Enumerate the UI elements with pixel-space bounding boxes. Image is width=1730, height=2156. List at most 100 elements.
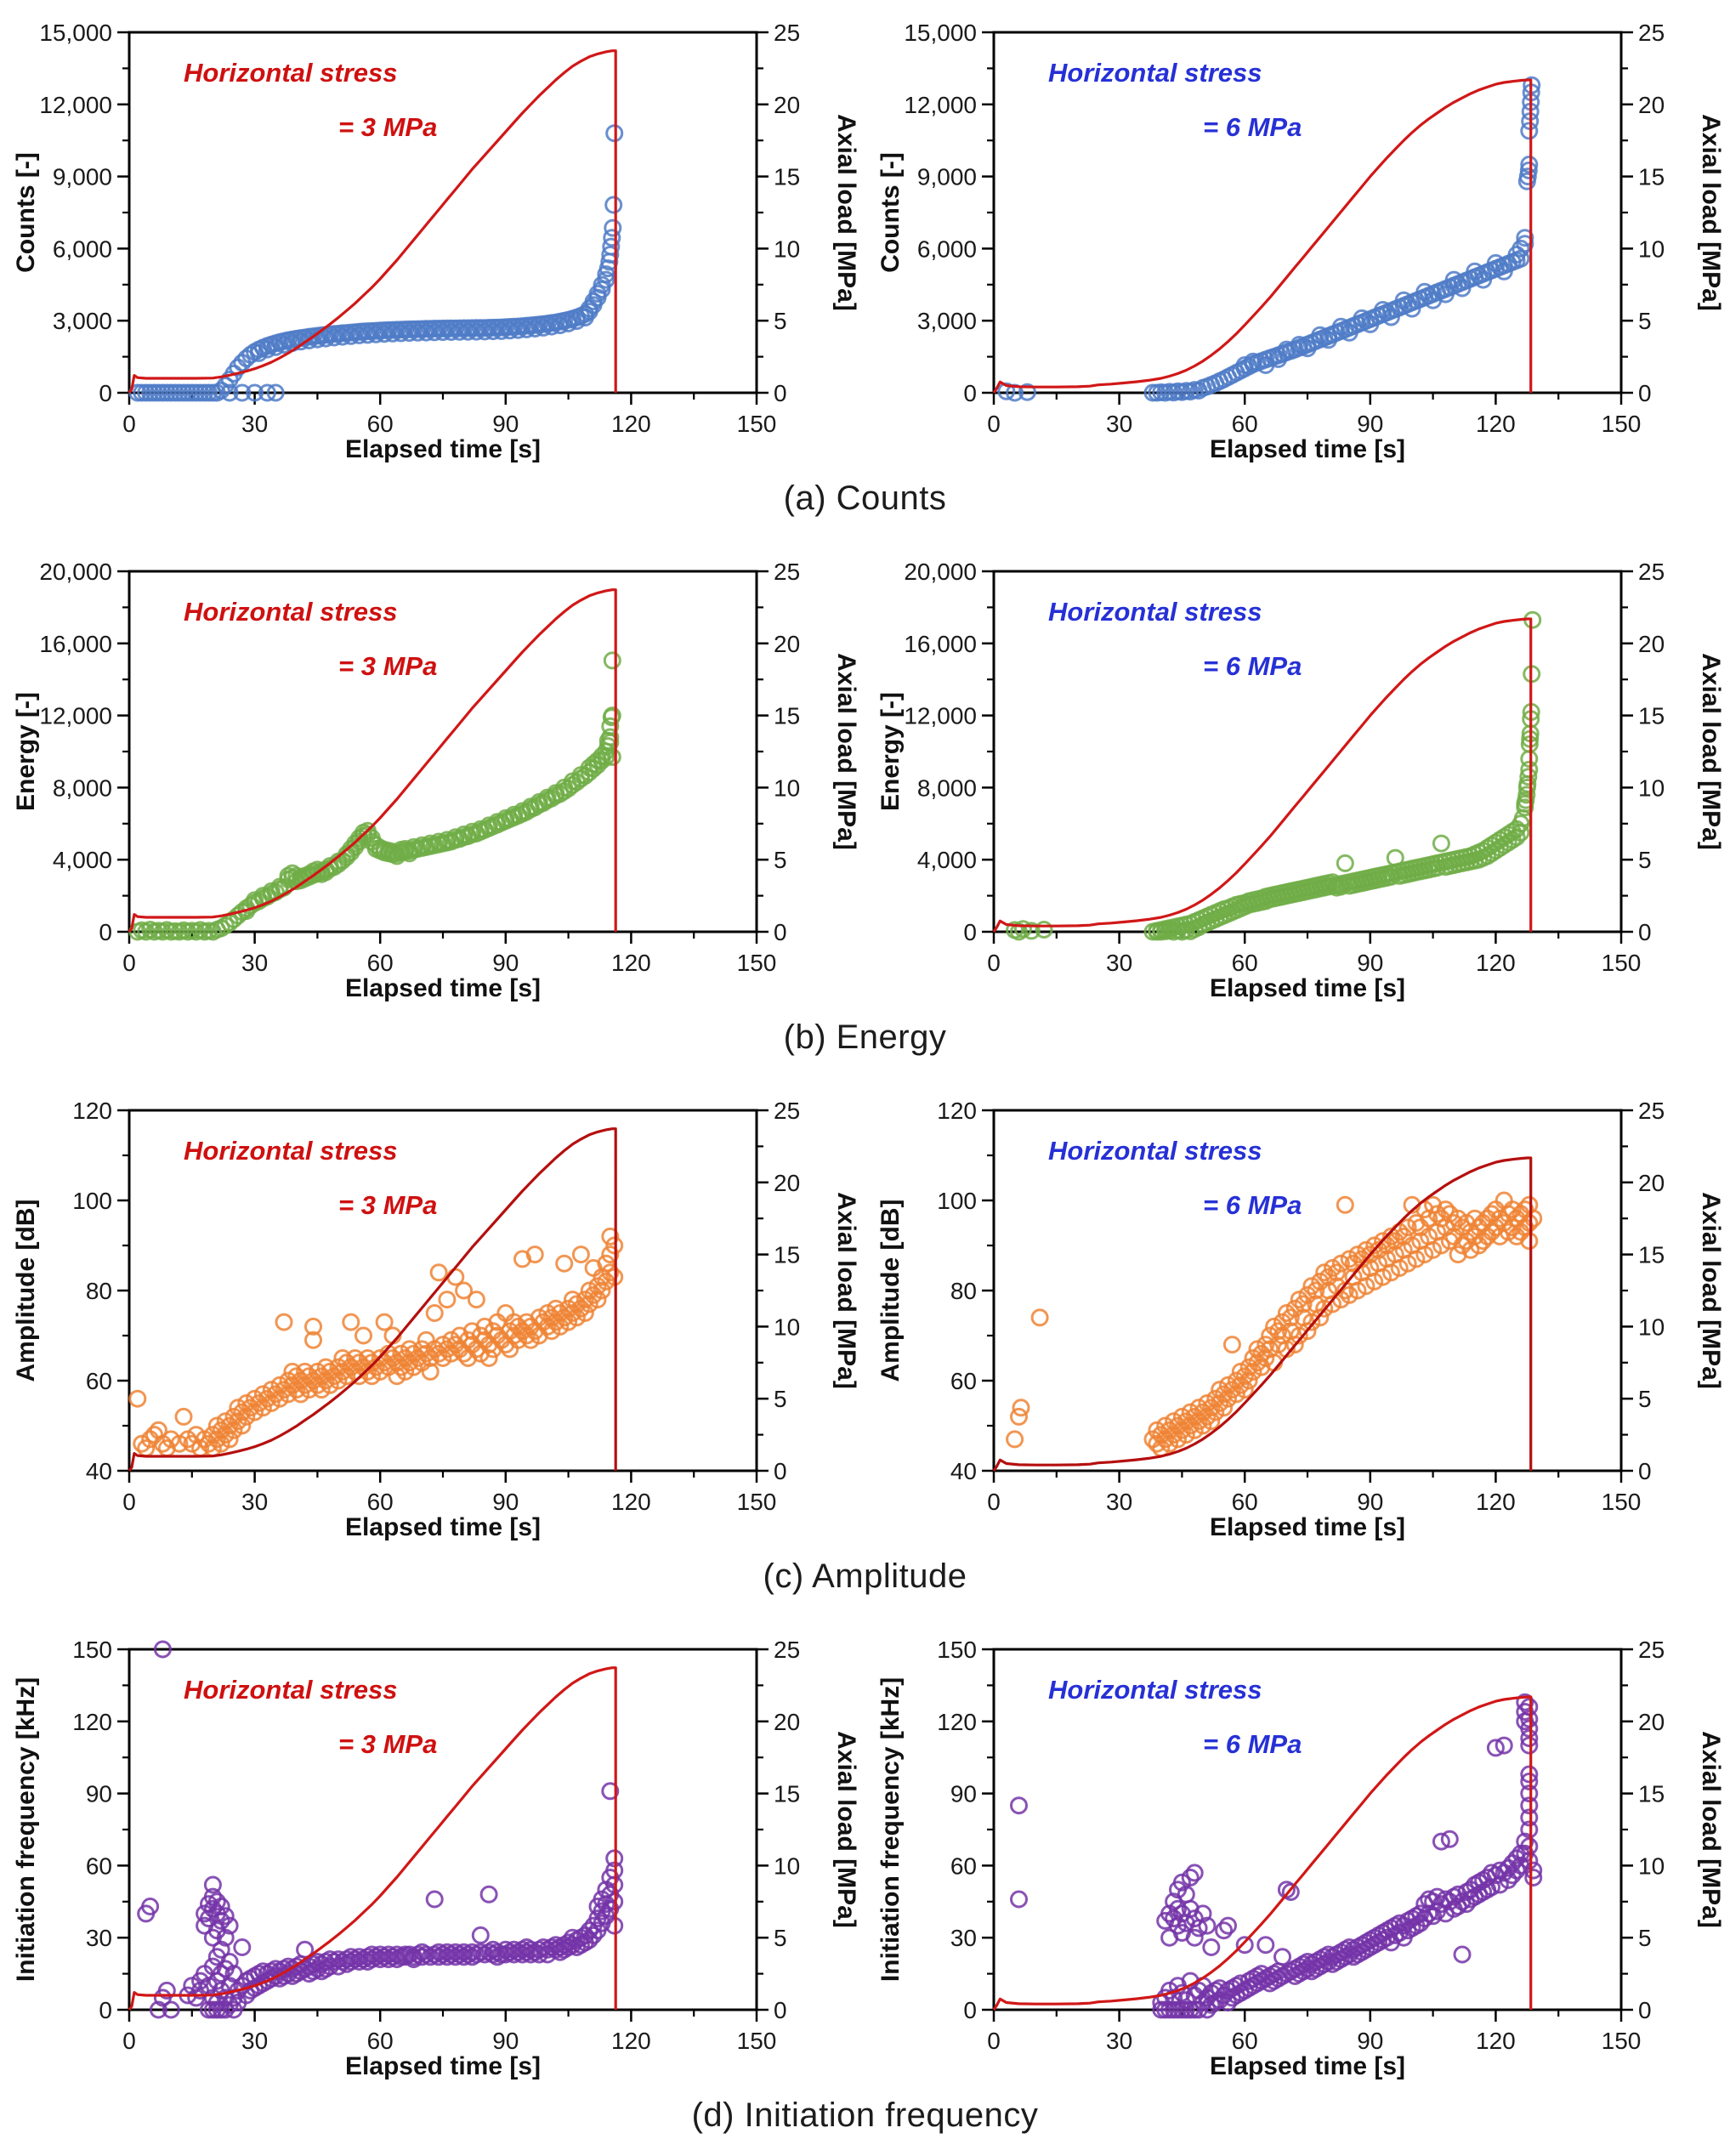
- y2-axis-label: Axial load [MPa]: [832, 1192, 860, 1389]
- initiation-6mpa-scatter: [1010, 1693, 1543, 2019]
- svg-text:10: 10: [774, 1313, 800, 1340]
- svg-text:0: 0: [1638, 1458, 1652, 1484]
- svg-text:40: 40: [950, 1458, 977, 1484]
- svg-text:5: 5: [1638, 1925, 1652, 1951]
- svg-text:90: 90: [1357, 1489, 1383, 1515]
- y-axis-label: Counts [-]: [876, 152, 905, 273]
- axis-ticks: [117, 1648, 769, 2022]
- svg-text:120: 120: [1476, 411, 1516, 437]
- svg-text:30: 30: [241, 950, 268, 976]
- panel-amplitude-6mpa: 0 30 60 90 120 150 40 60 80 100 120 0 5 10 15 20 25 Horiz…: [865, 1078, 1729, 1554]
- svg-text:10: 10: [1638, 774, 1665, 801]
- svg-text:90: 90: [1357, 2028, 1383, 2054]
- initiation-3mpa-axial-load-line: [128, 1666, 617, 2011]
- svg-text:5: 5: [1638, 308, 1652, 334]
- svg-text:60: 60: [1232, 2028, 1258, 2054]
- x-axis-label: Elapsed time [s]: [1210, 974, 1405, 1002]
- annotation-line1: Horizontal stress: [1048, 58, 1262, 88]
- svg-text:8,000: 8,000: [53, 774, 112, 801]
- svg-text:25: 25: [774, 559, 800, 585]
- counts-3mpa-scatter: [128, 124, 624, 402]
- svg-text:25: 25: [1638, 20, 1665, 46]
- svg-text:10: 10: [1638, 1313, 1665, 1340]
- svg-text:60: 60: [367, 950, 394, 976]
- y2-axis-label: Axial load [MPa]: [1697, 1731, 1725, 1928]
- svg-text:0: 0: [774, 380, 787, 406]
- svg-text:120: 120: [611, 1489, 651, 1515]
- svg-text:120: 120: [611, 950, 651, 976]
- svg-text:20: 20: [774, 92, 800, 118]
- svg-text:90: 90: [492, 950, 519, 976]
- initiation-6mpa-chart: 0 30 60 90 120 150 0 30 60 90 120 150 0 5 10 15 20 25 Hori…: [876, 1637, 1725, 2080]
- row-initiation: 0 30 60 90 120 150 0 30 60 90 120 150 0 5 10 15 20 25 Hori…: [0, 1617, 1730, 2156]
- svg-text:150: 150: [1602, 950, 1642, 976]
- svg-text:15: 15: [774, 1242, 800, 1268]
- svg-text:0: 0: [1638, 1997, 1652, 2023]
- svg-text:150: 150: [737, 1489, 777, 1515]
- tick-labels: 0 30 60 90 120 150 40 60 80 100 120 0 5 10 15 20 25: [72, 1098, 800, 1515]
- x-axis-label: Elapsed time [s]: [1210, 435, 1405, 463]
- y2-axis-label: Axial load [MPa]: [832, 114, 860, 311]
- svg-text:12,000: 12,000: [39, 92, 112, 118]
- amplitude-6mpa-scatter: [1006, 1191, 1543, 1457]
- y2-axis-label: Axial load [MPa]: [1697, 653, 1725, 850]
- y-axis-label: Amplitude [dB]: [12, 1200, 40, 1382]
- svg-text:5: 5: [1638, 1386, 1652, 1412]
- svg-text:0: 0: [963, 380, 977, 406]
- x-axis-label: Elapsed time [s]: [1210, 1513, 1405, 1541]
- tick-labels: 0 30 60 90 120 15003,0006,0009,00012,00015,00…: [39, 20, 800, 437]
- svg-text:30: 30: [241, 1489, 268, 1515]
- svg-text:150: 150: [72, 1637, 112, 1663]
- svg-text:60: 60: [1232, 950, 1258, 976]
- svg-text:20: 20: [1638, 631, 1665, 657]
- svg-text:12,000: 12,000: [904, 92, 977, 118]
- svg-text:30: 30: [1106, 950, 1132, 976]
- svg-text:60: 60: [86, 1368, 112, 1394]
- svg-text:150: 150: [737, 2028, 777, 2054]
- svg-text:60: 60: [367, 2028, 394, 2054]
- svg-text:0: 0: [122, 411, 136, 437]
- caption-c: (c) Amplitude: [763, 1557, 967, 1595]
- initiation-6mpa-axial-load-line: [992, 1695, 1533, 2011]
- svg-text:12,000: 12,000: [39, 703, 112, 729]
- svg-text:20,000: 20,000: [904, 559, 977, 585]
- svg-text:15: 15: [1638, 1781, 1665, 1807]
- svg-text:20: 20: [1638, 1170, 1665, 1196]
- svg-text:0: 0: [774, 919, 787, 945]
- svg-text:0: 0: [963, 919, 977, 945]
- y-axis-label: Energy [-]: [12, 692, 40, 811]
- amplitude-3mpa-scatter: [128, 1227, 624, 1457]
- svg-text:30: 30: [86, 1925, 112, 1951]
- axis-ticks: [117, 31, 769, 405]
- energy-3mpa-scatter: [128, 651, 621, 941]
- svg-text:120: 120: [937, 1709, 977, 1735]
- annotation-line1: Horizontal stress: [184, 1136, 398, 1166]
- panel-amplitude-3mpa: 0 30 60 90 120 150 40 60 80 100 120 0 5 10 15 20 25 Horiz…: [0, 1078, 865, 1554]
- svg-text:8,000: 8,000: [917, 774, 977, 801]
- svg-text:90: 90: [492, 2028, 519, 2054]
- annotation-line1: Horizontal stress: [184, 58, 398, 88]
- svg-text:20: 20: [774, 1170, 800, 1196]
- svg-text:90: 90: [1357, 950, 1383, 976]
- svg-text:60: 60: [86, 1852, 112, 1879]
- svg-text:90: 90: [1357, 411, 1383, 437]
- amplitude-3mpa-chart: 0 30 60 90 120 150 40 60 80 100 120 0 5 10 15 20 25 Horiz…: [12, 1098, 860, 1541]
- y-axis-label: Initiation frequency [kHz]: [12, 1677, 40, 1982]
- y2-axis-label: Axial load [MPa]: [832, 1731, 860, 1928]
- svg-text:90: 90: [86, 1781, 112, 1807]
- svg-text:0: 0: [122, 1489, 136, 1515]
- svg-text:25: 25: [1638, 1098, 1665, 1124]
- svg-text:120: 120: [72, 1098, 112, 1124]
- svg-text:16,000: 16,000: [39, 631, 112, 657]
- svg-text:120: 120: [1476, 1489, 1516, 1515]
- svg-text:100: 100: [937, 1188, 977, 1214]
- panel-initiation-3mpa: 0 30 60 90 120 150 0 30 60 90 120 150 0 5 10 15 20 25 Hori…: [0, 1617, 865, 2093]
- svg-text:0: 0: [987, 1489, 1001, 1515]
- y-axis-label: Energy [-]: [876, 692, 905, 811]
- annotation-line2: = 3 MPa: [338, 1729, 437, 1759]
- axis-ticks: [117, 1109, 769, 1483]
- svg-text:60: 60: [1232, 411, 1258, 437]
- caption-b: (b) Energy: [783, 1018, 947, 1056]
- svg-text:30: 30: [241, 411, 268, 437]
- svg-text:120: 120: [1476, 2028, 1516, 2054]
